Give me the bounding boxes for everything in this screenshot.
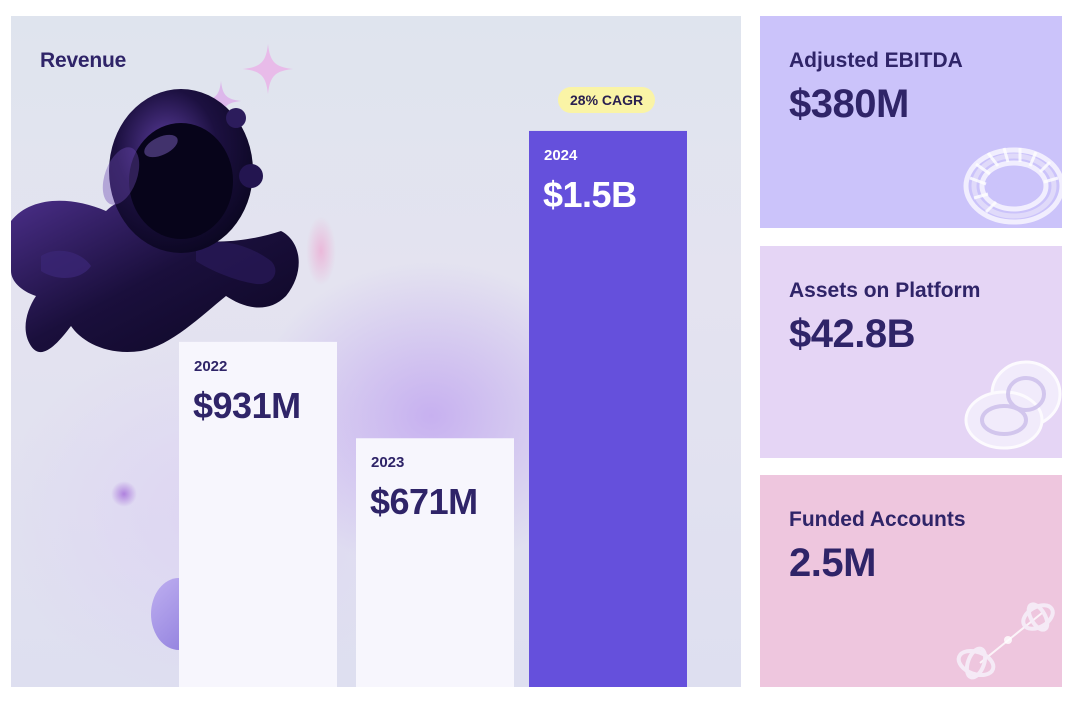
cagr-badge: 28% CAGR — [558, 87, 656, 113]
kpi-value: $42.8B — [789, 312, 915, 356]
kpi-value: $380M — [789, 82, 909, 126]
sparkle-icon — [243, 44, 293, 94]
kpi-label: Adjusted EBITDA — [789, 49, 963, 72]
kpi-card-funded-accounts: Funded Accounts 2.5M — [760, 475, 1062, 687]
glass-rings-icon — [964, 360, 1062, 450]
sparkle-small-icon — [201, 81, 241, 121]
kpi-value: 2.5M — [789, 541, 876, 585]
revenue-chart-panel: Revenue 2022 $931M 2023 $671M 2024 $1.5B 28% … — [11, 16, 741, 687]
blur-orb-decoration — [111, 481, 137, 507]
bar-value-label: $931M — [193, 384, 301, 426]
kpi-card-adjusted-ebitda: Adjusted EBITDA $380M — [760, 16, 1062, 228]
pink-glow-decoration — [306, 216, 336, 286]
kpi-label: Funded Accounts — [789, 508, 966, 531]
bar-year-label: 2024 — [544, 146, 578, 164]
revenue-bar-2022 — [179, 341, 337, 687]
ribbed-torus-icon — [963, 147, 1062, 225]
bar-value-label: $671M — [370, 481, 478, 523]
revenue-bar-2023 — [356, 438, 514, 687]
kpi-card-assets-on-platform: Assets on Platform $42.8B — [760, 246, 1062, 458]
bar-year-label: 2023 — [371, 454, 405, 472]
astronaut-icon — [11, 89, 299, 353]
bar-year-label: 2022 — [194, 357, 228, 375]
bar-value-label: $1.5B — [543, 173, 637, 215]
molecule-icon — [956, 602, 1055, 680]
revenue-bar-chart — [179, 130, 687, 687]
revenue-title: Revenue — [40, 49, 127, 72]
revenue-bar-2024 — [529, 130, 687, 687]
kpi-label: Assets on Platform — [789, 279, 981, 302]
